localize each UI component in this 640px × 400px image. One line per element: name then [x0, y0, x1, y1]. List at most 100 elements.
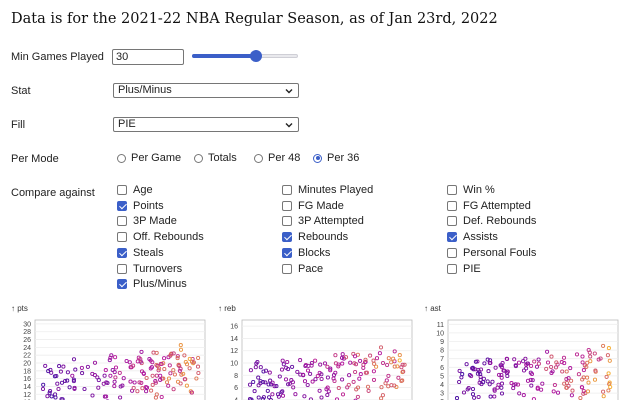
radio-dot[interactable]: [117, 153, 126, 163]
compare-checkbox-item[interactable]: Pace: [282, 263, 323, 275]
compare-checkbox-item[interactable]: Minutes Played: [282, 184, 373, 196]
checkbox[interactable]: [282, 185, 292, 195]
radio-per-game[interactable]: Per Game: [117, 152, 181, 164]
y-tick-label: 30: [23, 321, 31, 328]
scatter-point: [524, 366, 529, 371]
scatter-point: [128, 379, 133, 384]
checkbox[interactable]: [117, 216, 127, 227]
scatter-point: [189, 359, 195, 364]
radio-dot[interactable]: [313, 153, 322, 163]
compare-checkbox-item[interactable]: Win %: [447, 184, 495, 196]
compare-checkbox-item[interactable]: PIE: [447, 263, 481, 275]
scatter-point: [261, 369, 266, 374]
checkbox[interactable]: [282, 232, 292, 243]
scatter-point: [486, 369, 491, 374]
scatter-point: [564, 369, 569, 374]
scatter-point: [343, 355, 349, 360]
scatter-point: [601, 343, 606, 348]
scatter-point: [372, 361, 377, 366]
min-games-slider[interactable]: [192, 50, 298, 62]
scatter-point: [184, 383, 189, 388]
checkbox[interactable]: [117, 279, 127, 290]
radio-dot[interactable]: [254, 153, 263, 163]
compare-checkbox-item[interactable]: Rebounds: [282, 231, 348, 243]
scatter-point: [601, 394, 606, 399]
scatter-point: [471, 367, 476, 372]
compare-checkbox-item[interactable]: Def. Rebounds: [447, 215, 536, 227]
scatter-point: [364, 370, 369, 375]
scatter-point: [196, 370, 201, 376]
scatter-point: [302, 379, 308, 384]
compare-checkbox-item[interactable]: Points: [117, 200, 164, 212]
scatter-point: [252, 389, 257, 394]
scatter-point: [596, 357, 601, 362]
min-games-input[interactable]: 30: [112, 49, 184, 65]
scatter-point: [485, 357, 490, 362]
scatter-point: [340, 361, 345, 366]
checkbox[interactable]: [447, 185, 457, 195]
scatter-point: [340, 377, 345, 382]
checkbox[interactable]: [282, 216, 292, 227]
scatter-point: [280, 389, 285, 394]
compare-checkbox-item[interactable]: Assists: [447, 231, 498, 243]
slider-thumb[interactable]: [249, 50, 262, 62]
compare-checkbox-item[interactable]: Personal Fouls: [447, 247, 536, 259]
scatter-point: [164, 380, 170, 385]
checkbox[interactable]: [117, 232, 127, 243]
scatter-point: [260, 396, 265, 400]
compare-checkbox-item[interactable]: FG Made: [282, 200, 344, 212]
radio-per-36[interactable]: Per 36: [313, 152, 359, 164]
checkbox[interactable]: [117, 263, 127, 274]
fill-select[interactable]: PIE: [113, 117, 299, 132]
checkbox[interactable]: [117, 200, 127, 211]
checkbox[interactable]: [117, 247, 127, 258]
radio-per-48[interactable]: Per 48: [254, 152, 300, 164]
compare-checkbox-item[interactable]: Blocks: [282, 247, 330, 259]
scatter-point: [140, 386, 145, 391]
scatter-point: [43, 363, 48, 368]
checkbox[interactable]: [447, 247, 457, 258]
scatter-point: [138, 356, 143, 362]
scatter-point: [545, 349, 550, 354]
checkbox[interactable]: [282, 263, 292, 274]
compare-checkbox-item[interactable]: Off. Rebounds: [117, 231, 204, 243]
stat-select[interactable]: Plus/Minus: [113, 83, 299, 98]
checkbox[interactable]: [447, 216, 457, 227]
scatter-point: [513, 382, 518, 387]
checkbox[interactable]: [282, 247, 292, 258]
scatter-point: [569, 378, 574, 383]
y-tick-label: 12: [230, 348, 238, 355]
scatter-point: [315, 373, 320, 379]
compare-checkbox-item[interactable]: Turnovers: [117, 263, 182, 275]
scatter-point: [166, 383, 171, 388]
y-tick-label: 4: [440, 382, 444, 389]
checkbox[interactable]: [117, 185, 127, 195]
scatter-point: [363, 357, 368, 362]
scatter-point: [380, 360, 386, 366]
compare-checkbox-item[interactable]: FG Attempted: [447, 200, 531, 212]
radio-dot[interactable]: [194, 153, 203, 163]
scatter-point: [361, 362, 366, 367]
checkbox[interactable]: [447, 200, 457, 211]
compare-checkbox-item[interactable]: 3P Made: [117, 215, 177, 227]
compare-checkbox-item[interactable]: Plus/Minus: [117, 278, 187, 290]
compare-checkbox-item[interactable]: Steals: [117, 247, 164, 259]
compare-checkbox-item[interactable]: 3P Attempted: [282, 215, 364, 227]
radio-totals[interactable]: Totals: [194, 152, 237, 164]
scatter-point: [73, 367, 78, 372]
checkbox-label: Win %: [463, 184, 495, 196]
scatter-point: [267, 370, 272, 375]
scatter-point: [302, 394, 307, 399]
checkbox[interactable]: [447, 263, 457, 274]
scatter-point: [313, 358, 318, 363]
scatter-point: [40, 386, 46, 392]
scatter-point: [256, 375, 261, 380]
checkbox[interactable]: [282, 200, 292, 211]
scatter-point: [195, 364, 201, 369]
checkbox[interactable]: [447, 232, 457, 243]
scatter-point: [172, 372, 177, 377]
scatter-svg: 234567891011: [436, 319, 619, 400]
scatter-point: [584, 364, 589, 369]
scatter-point: [374, 364, 379, 369]
compare-checkbox-item[interactable]: Age: [117, 184, 153, 196]
